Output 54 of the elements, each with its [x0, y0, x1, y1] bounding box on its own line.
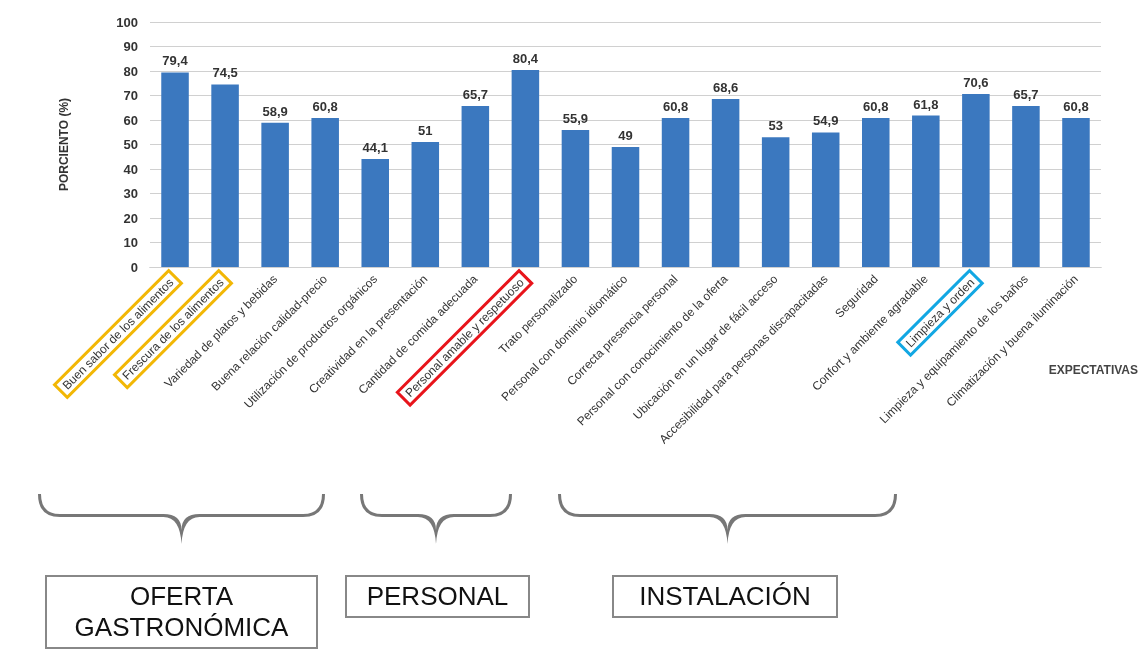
bar: [211, 84, 239, 267]
data-label: 60,8: [863, 99, 889, 115]
data-label: 68,6: [712, 79, 739, 95]
y-tick-label: 70: [123, 88, 138, 103]
bar: [561, 130, 590, 267]
data-label: 58,9: [262, 103, 288, 119]
y-tick-label: 20: [123, 210, 138, 226]
x-axis-title: EXPECTATIVAS: [1048, 363, 1138, 377]
y-tick-label: 50: [123, 137, 138, 152]
text: PERSONAL: [345, 575, 530, 619]
data-label: 61,8: [913, 96, 939, 112]
data-label: 60,8: [1063, 99, 1089, 115]
bar: [511, 70, 540, 267]
data-label: 65,7: [462, 87, 488, 103]
data-label: 60,8: [662, 99, 689, 115]
bar: [811, 132, 840, 267]
data-label: 60,8: [312, 99, 338, 115]
y-tick-label: 10: [123, 235, 138, 250]
bar: [1062, 118, 1090, 267]
data-label: 79,4: [162, 53, 189, 69]
data-label: 54,9: [813, 113, 839, 129]
y-tick-label: 80: [123, 63, 138, 79]
data-label: 65,7: [1013, 87, 1039, 103]
y-tick-label: 30: [123, 186, 138, 201]
y-tick-label: 100: [116, 14, 138, 30]
data-label: 53: [768, 118, 783, 134]
y-tick-label: 0: [130, 259, 138, 275]
text: OFERTA GASTRONÓMICA: [45, 575, 318, 650]
bar: [361, 158, 389, 267]
bar: [912, 115, 940, 267]
bar: [311, 118, 339, 267]
bar: [161, 72, 189, 267]
data-label: 49: [618, 127, 633, 143]
y-tick-label: 40: [123, 161, 138, 177]
bar: [461, 106, 490, 267]
text: INSTALACIÓN: [612, 575, 838, 619]
bar: [962, 94, 990, 267]
data-label: 74,5: [212, 65, 238, 81]
bar: [261, 122, 289, 267]
y-tick-label: 90: [123, 39, 138, 54]
bar: [862, 118, 890, 267]
y-tick-label: 60: [123, 112, 138, 128]
data-label: 55,9: [562, 111, 589, 127]
bar: [411, 142, 440, 267]
bar: [711, 98, 740, 267]
y-axis-title: PORCIENTO (%): [57, 97, 71, 192]
data-label: 70,6: [963, 75, 989, 91]
bar: [761, 137, 790, 267]
data-label: 44,1: [362, 139, 388, 155]
bar: [661, 118, 690, 267]
bar: [611, 146, 640, 267]
data-label: 51: [418, 123, 433, 139]
bar: [1012, 106, 1040, 267]
data-label: 80,4: [512, 51, 539, 67]
